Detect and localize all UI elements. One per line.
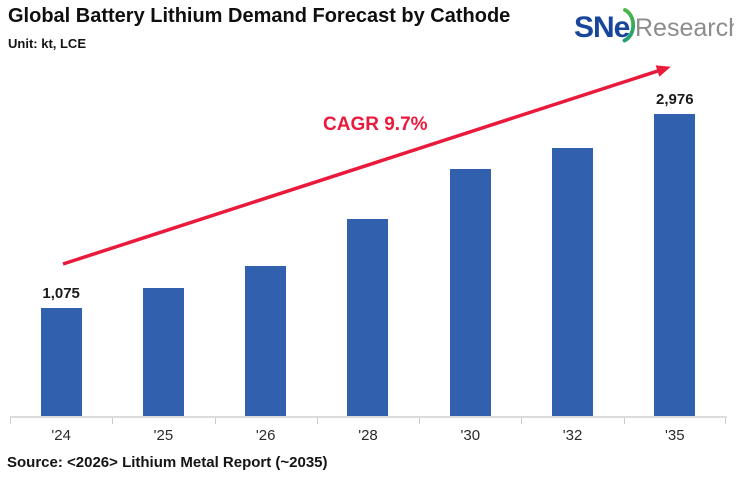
bar-24 (40, 308, 82, 417)
bar-cell (521, 0, 623, 417)
logo-research-text: Research (635, 14, 734, 42)
bar-value-label: 1,075 (42, 285, 80, 302)
x-axis-ticks (10, 418, 726, 425)
bar-cell (419, 0, 521, 417)
bar-32 (552, 148, 594, 417)
bar-30 (449, 169, 491, 417)
unit-label: Unit: kt, LCE (8, 36, 86, 51)
bar-cell (112, 0, 214, 417)
axis-tick (725, 418, 726, 424)
bar-26 (245, 266, 287, 417)
bar-cell: 1,075 (10, 0, 112, 417)
bar-cell (215, 0, 317, 417)
bar-chart-plot-area: 1,075 2,976 (10, 0, 726, 417)
axis-tick (521, 418, 523, 424)
logo-swoosh-icon (622, 8, 636, 43)
sne-research-logo: SNe Research (574, 8, 734, 44)
axis-tick (214, 418, 216, 424)
bar-value-label: 2,976 (656, 91, 694, 108)
x-axis-label: '32 (562, 427, 583, 444)
x-axis-label: '25 (153, 427, 174, 444)
x-axis-label: '26 (255, 427, 276, 444)
logo-brand-text: SNe (574, 11, 630, 44)
bar-cell: 2,976 (624, 0, 726, 417)
axis-tick (10, 418, 11, 424)
x-axis-label: '24 (51, 427, 71, 444)
x-axis-line (10, 416, 727, 418)
axis-tick (623, 418, 625, 424)
chart-title: Global Battery Lithium Demand Forecast b… (8, 5, 511, 27)
bar-28 (347, 219, 389, 417)
cagr-annotation: CAGR 9.7% (323, 114, 428, 135)
bar-25 (142, 288, 184, 417)
source-note: Source: <2026> Lithium Metal Report (~20… (7, 454, 328, 471)
axis-tick (316, 418, 318, 424)
bar-cell (317, 0, 419, 417)
x-axis-label: '35 (665, 427, 685, 444)
x-axis-labels: '24 '25 '26 '28 '30 '32 '35 (10, 427, 726, 447)
x-axis-label: '28 (358, 427, 378, 444)
x-axis-label: '30 (460, 427, 481, 444)
axis-tick (419, 418, 421, 424)
bar-35 (654, 114, 696, 417)
axis-tick (112, 418, 114, 424)
